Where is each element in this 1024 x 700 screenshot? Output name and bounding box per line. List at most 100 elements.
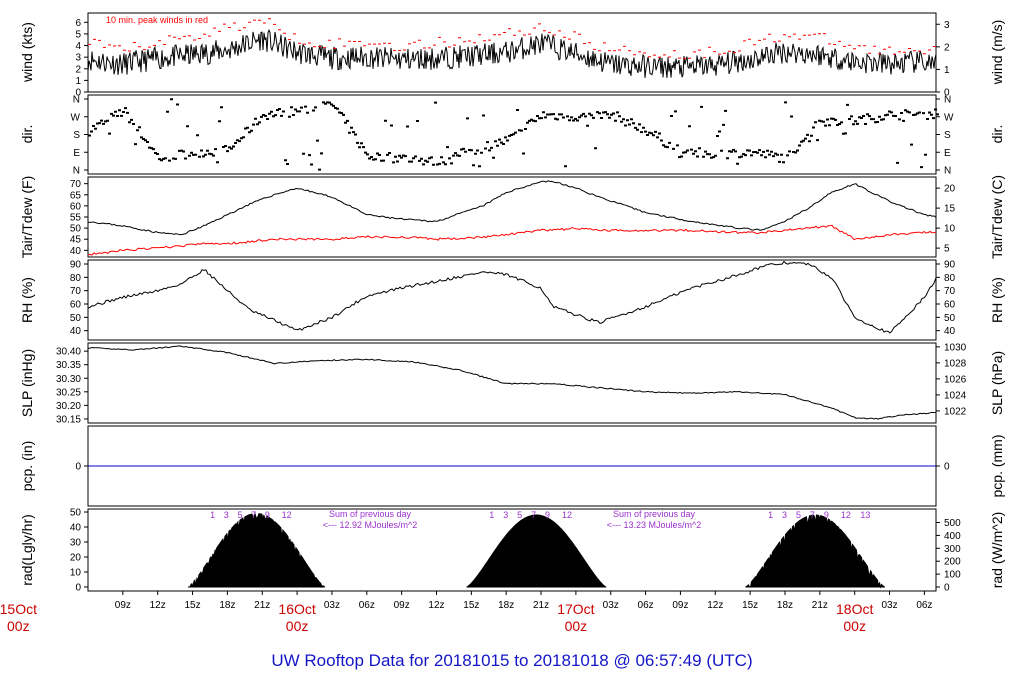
- rad-panel: [87, 508, 937, 592]
- date-label: 16Oct: [278, 601, 315, 617]
- rad-sum-line1-1: Sum of previous day: [329, 509, 412, 519]
- x-tick-label: 03z: [603, 600, 619, 611]
- x-tick-label: 09z: [115, 600, 131, 611]
- rad-right-tick-label: 300: [944, 544, 961, 555]
- slp-right-tick-label: 1030: [944, 342, 967, 353]
- x-tick-label: 21z: [812, 600, 828, 611]
- date-hour-label: 00z: [565, 618, 588, 634]
- rh-right-tick-label: 60: [944, 300, 956, 311]
- chart-title: UW Rooftop Data for 20181015 to 20181018…: [271, 651, 752, 670]
- date-label: 18Oct: [836, 601, 873, 617]
- wind-left-tick-label: 2: [75, 64, 81, 75]
- rad-ylabel-right: rad (W/m^2): [989, 512, 1005, 589]
- temp-left-tick-label: 70: [70, 179, 82, 190]
- x-tick-label: 21z: [533, 600, 549, 611]
- pcp-left-tick-label: 0: [75, 462, 81, 473]
- dir-right-tick-label: N: [944, 95, 951, 106]
- x-tick-label: 09z: [672, 600, 688, 611]
- rh-left-tick-label: 90: [70, 260, 82, 271]
- rh-left-tick-label: 70: [70, 286, 82, 297]
- x-tick-label: 06z: [359, 600, 375, 611]
- rad-left-tick-label: 20: [70, 553, 82, 564]
- rh-right-tick-label: 70: [944, 286, 956, 297]
- uv-mark: 5: [237, 510, 242, 520]
- uv-mark: 7: [531, 510, 536, 520]
- pcp-right-tick-label: 0: [944, 462, 950, 473]
- rad-sum-line2-2: <--- 13.23 MJoules/m^2: [607, 520, 702, 530]
- slp-right-tick-label: 1022: [944, 406, 967, 417]
- uv-mark: 1: [768, 510, 773, 520]
- uv-mark: 13: [860, 510, 870, 520]
- rh-left-tick-label: 50: [70, 313, 82, 324]
- temp-left-tick-label: 45: [70, 235, 82, 246]
- pcp-ylabel-right: pcp. (mm): [989, 435, 1005, 498]
- rad-right-tick-label: 400: [944, 531, 961, 542]
- wind-peak-marks: [88, 18, 936, 60]
- temp-left-tick-label: 50: [70, 224, 82, 235]
- slp-ylabel-right: SLP (hPa): [989, 351, 1005, 415]
- uv-mark: 12: [841, 510, 851, 520]
- slp-right-tick-label: 1028: [944, 358, 967, 369]
- wind-right-tick-label: 1: [944, 65, 950, 76]
- slp-ylabel-left: SLP (inHg): [19, 349, 35, 417]
- uv-mark: 5: [796, 510, 801, 520]
- temp-ylabel-left: Tair/Tdew (F): [19, 176, 35, 258]
- rad-day-area: [187, 511, 326, 589]
- slp-left-tick-label: 30.35: [56, 360, 81, 371]
- rh-panel: [87, 259, 937, 341]
- rh-right-tick-label: 40: [944, 326, 956, 337]
- rad-day-area: [466, 514, 607, 588]
- x-tick-label: 12z: [428, 600, 444, 611]
- x-tick-label: 15z: [463, 600, 479, 611]
- slp-left-tick-label: 30.15: [56, 414, 81, 425]
- peak-wind-note: 10 min. peak winds in red: [106, 15, 208, 25]
- rad-left-tick-label: 10: [70, 568, 82, 579]
- dir-left-tick-label: E: [73, 148, 80, 159]
- temp-right-tick-label: 10: [944, 224, 956, 235]
- x-tick-label: 12z: [707, 600, 723, 611]
- rad-left-tick-label: 50: [70, 508, 82, 519]
- date-label: 15Oct: [0, 601, 37, 617]
- temp-ylabel-right: Tair/Tdew (C): [989, 175, 1005, 259]
- slp-left-tick-label: 30.25: [56, 387, 81, 398]
- slp-right-tick-label: 1026: [944, 374, 967, 385]
- wind-right-tick-label: 0: [944, 88, 950, 99]
- wind-ylabel-left: wind (kts): [19, 22, 35, 83]
- uv-mark: 7: [810, 510, 815, 520]
- dir-left-tick-label: W: [71, 112, 81, 123]
- wind-left-tick-label: 0: [75, 88, 81, 99]
- rad-right-tick-label: 0: [944, 583, 950, 594]
- tdew-line: [87, 224, 937, 256]
- x-tick-label: 18z: [777, 600, 793, 611]
- date-hour-label: 00z: [7, 618, 30, 634]
- uv-mark: 12: [562, 510, 572, 520]
- temp-panel: [87, 176, 937, 258]
- rad-right-tick-label: 100: [944, 570, 961, 581]
- x-tick-label: 12z: [150, 600, 166, 611]
- rh-ylabel-left: RH (%): [19, 277, 35, 323]
- wind-right-tick-label: 3: [944, 20, 950, 31]
- temp-left-tick-label: 65: [70, 190, 82, 201]
- wind-left-tick-label: 5: [75, 29, 81, 40]
- uv-mark: 9: [265, 510, 270, 520]
- rh-left-tick-label: 60: [70, 300, 82, 311]
- temp-left-tick-label: 40: [70, 246, 82, 257]
- wind-ylabel-right: wind (m/s): [989, 20, 1005, 86]
- uv-mark: 1: [210, 510, 215, 520]
- rad-sum-line2-1: <--- 12.92 MJoules/m^2: [323, 520, 418, 530]
- x-tick-label: 15z: [742, 600, 758, 611]
- x-tick-label: 03z: [324, 600, 340, 611]
- dir-left-tick-label: N: [73, 95, 80, 106]
- uv-mark: 12: [282, 510, 292, 520]
- rad-left-tick-label: 30: [70, 538, 82, 549]
- uv-mark: 5: [517, 510, 522, 520]
- uv-mark: 3: [782, 510, 787, 520]
- x-tick-label: 15z: [184, 600, 200, 611]
- dir-right-tick-label: E: [944, 148, 951, 159]
- temp-right-tick-label: 5: [944, 244, 950, 255]
- dir-left-tick-label: S: [73, 130, 80, 141]
- slp-left-tick-label: 30.40: [56, 347, 81, 358]
- rad-right-tick-label: 200: [944, 557, 961, 568]
- rh-ylabel-right: RH (%): [989, 277, 1005, 323]
